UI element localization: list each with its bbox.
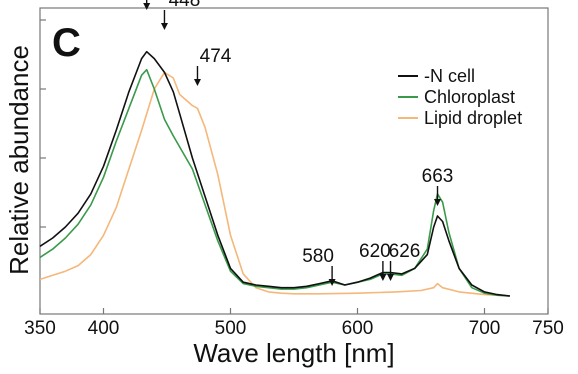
peak-arrow-head xyxy=(193,79,201,86)
peak-label-474: 474 xyxy=(200,46,232,67)
legend-label: Chloroplast xyxy=(424,87,515,107)
peak-arrow-head xyxy=(387,274,395,281)
peak-arrow-head xyxy=(379,274,387,281)
x-axis-title: Wave length [nm] xyxy=(193,338,394,368)
peak-arrow-head xyxy=(160,23,168,30)
panel-label: C xyxy=(52,21,81,65)
peak-arrow-head xyxy=(434,199,442,206)
peak-label-448: 448 xyxy=(169,0,201,11)
x-tick-label: 500 xyxy=(215,318,247,339)
x-tick-label: 700 xyxy=(469,318,501,339)
y-axis-ticks xyxy=(40,19,46,228)
peak-label-663: 663 xyxy=(422,166,454,187)
plot-frame xyxy=(39,7,549,315)
x-tick-label: 750 xyxy=(532,318,564,339)
peak-annotations: 434448474580620626663 xyxy=(143,0,454,286)
peak-label-626: 626 xyxy=(389,241,421,262)
legend-label: -N cell xyxy=(424,66,475,86)
peak-label-580: 580 xyxy=(302,246,334,267)
legend-label: Lipid droplet xyxy=(424,108,522,128)
x-tick-label: 400 xyxy=(88,318,120,339)
x-tick-label: 600 xyxy=(342,318,374,339)
x-tick-label: 350 xyxy=(24,318,56,339)
series-line-lipid-droplet xyxy=(39,71,510,297)
y-axis-title: Relative abundance xyxy=(4,45,34,275)
x-axis-ticks: 350 400 500 600 700 750 xyxy=(24,308,564,339)
peak-arrow-head xyxy=(143,3,151,10)
series-line-n-cell xyxy=(39,50,510,297)
peak-arrow-head xyxy=(328,279,336,286)
peak-label-620: 620 xyxy=(359,241,391,262)
